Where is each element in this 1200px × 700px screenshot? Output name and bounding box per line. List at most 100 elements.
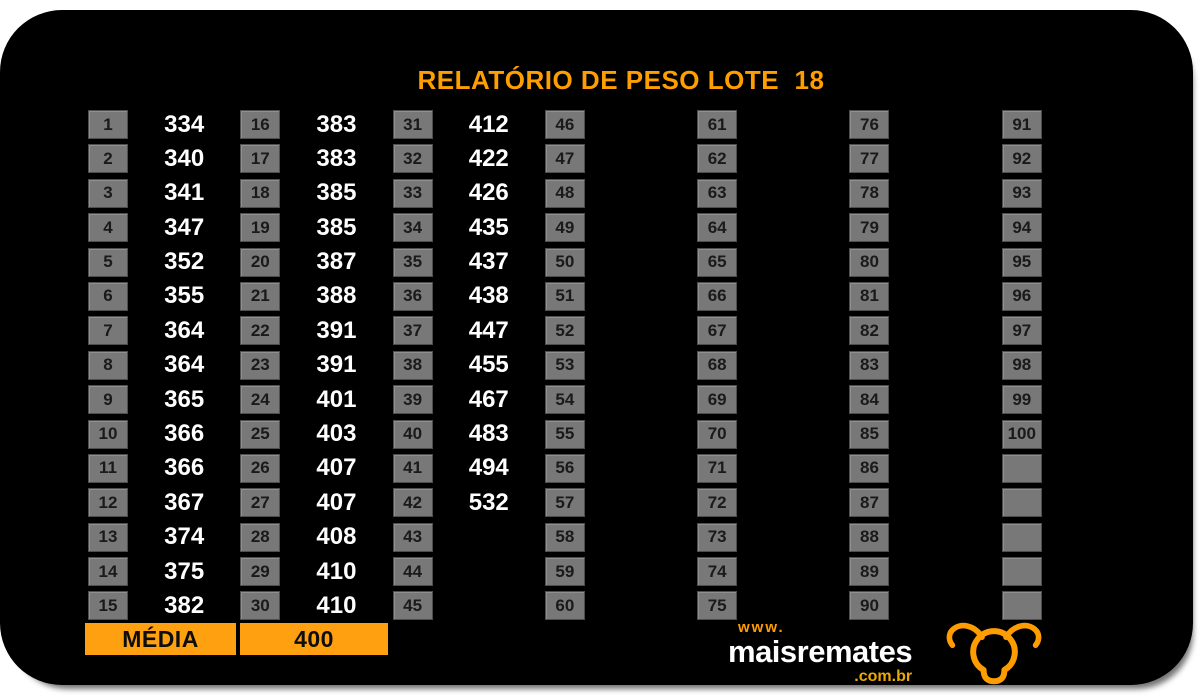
weight-cell [1001, 591, 1154, 621]
weight-value [585, 523, 697, 552]
weight-value [737, 557, 849, 586]
weight-value [889, 144, 1001, 173]
weight-value: 401 [316, 385, 357, 413]
weight-cell: 83 [849, 350, 1001, 380]
weight-value: 366 [164, 420, 205, 448]
weight-cell: 28 408 [240, 522, 392, 552]
weight-value [1042, 420, 1154, 449]
lot-number-badge: 91 [1001, 110, 1042, 139]
weight-value [889, 488, 1001, 517]
lot-number-badge: 76 [849, 110, 890, 139]
weight-cell: 61 [697, 110, 849, 139]
weight-value: 364 [164, 351, 205, 379]
lot-number-badge: 17 [240, 144, 281, 174]
lot-number-badge: 54 [544, 385, 585, 415]
lot-number-badge: 65 [697, 247, 738, 277]
lot-number-badge: 1 [88, 110, 128, 139]
lot-number-badge [1001, 453, 1042, 483]
weight-cell [1001, 488, 1154, 518]
weight-cell: 22 391 [240, 316, 392, 346]
lot-number-badge: 75 [697, 591, 738, 621]
weight-value: 347 [164, 213, 205, 241]
weight-cell: 60 [544, 591, 697, 621]
weight-cell: 30 410 [240, 591, 392, 621]
weight-value [585, 591, 697, 620]
lot-number-badge: 4 [88, 213, 128, 243]
lot-number-badge: 94 [1001, 213, 1042, 243]
weight-value [585, 351, 697, 380]
lot-number-badge: 12 [88, 488, 128, 518]
lot-number-badge: 36 [392, 281, 433, 311]
weight-cell: 92 [1001, 144, 1154, 174]
weight-column: 16 383 17 383 18 385 19 385 20 387 21 388 22 391 23 391… [240, 110, 392, 621]
weight-value: 374 [164, 523, 205, 551]
weight-cell: 84 [849, 385, 1001, 415]
weight-cell: 93 [1001, 178, 1154, 208]
weight-value [889, 523, 1001, 552]
lot-number-badge: 46 [544, 110, 585, 139]
weight-cell: 77 [849, 144, 1001, 174]
summary-row: MÉDIA 400 [85, 623, 388, 655]
weight-cell: 1 334 [88, 110, 240, 139]
weight-value: 407 [316, 488, 357, 516]
lot-number-badge: 57 [544, 488, 585, 518]
weight-cell: 34 435 [392, 213, 545, 243]
weight-cell: 42 532 [392, 488, 545, 518]
weight-value [737, 213, 849, 242]
weight-cell: 48 [544, 178, 697, 208]
lot-number-badge: 39 [392, 385, 433, 415]
weight-value [737, 385, 849, 414]
lot-number-badge: 32 [392, 144, 433, 174]
weight-value [1042, 316, 1154, 345]
weight-cell: 62 [697, 144, 849, 174]
lot-number-badge: 84 [849, 385, 890, 415]
weight-value [889, 179, 1001, 208]
weight-value [889, 248, 1001, 277]
weight-cell: 94 [1001, 213, 1154, 243]
weight-cell: 58 [544, 522, 697, 552]
lot-number-badge: 47 [544, 144, 585, 174]
average-value: 400 [240, 623, 388, 655]
weight-cell: 95 [1001, 247, 1154, 277]
weight-cell: 17 383 [240, 144, 392, 174]
weight-value [585, 557, 697, 586]
weight-value [1042, 557, 1154, 586]
lot-number-badge: 33 [392, 178, 433, 208]
lot-number-badge: 13 [88, 522, 128, 552]
weight-cell: 41 494 [392, 453, 545, 483]
weight-grid: 1 334 2 340 3 341 4 347 5 352 6 355 7 364 8 364 9 365 10 36… [88, 110, 1154, 621]
weight-cell: 64 [697, 213, 849, 243]
weight-column: 31 412 32 422 33 426 34 435 35 437 36 438 37 447 38 455… [392, 110, 545, 621]
weight-cell: 51 [544, 281, 697, 311]
weight-value [889, 282, 1001, 311]
weight-cell: 70 [697, 419, 849, 449]
weight-cell: 59 [544, 557, 697, 587]
lot-number-badge: 42 [392, 488, 433, 518]
lot-number-badge: 77 [849, 144, 890, 174]
weight-cell: 97 [1001, 316, 1154, 346]
lot-number-badge: 28 [240, 522, 281, 552]
weight-cell: 6 355 [88, 281, 240, 311]
weight-cell: 53 [544, 350, 697, 380]
brand-footer: www. maisremates .com.br [728, 620, 913, 685]
lot-number-badge: 85 [849, 419, 890, 449]
weight-cell: 24 401 [240, 385, 392, 415]
weight-value [889, 351, 1001, 380]
weight-cell: 74 [697, 557, 849, 587]
weight-cell [1001, 453, 1154, 483]
lot-number-badge [1001, 522, 1042, 552]
lot-number-badge: 5 [88, 247, 128, 277]
lot-number-badge: 9 [88, 385, 128, 415]
weight-value [1042, 282, 1154, 311]
weight-value [585, 179, 697, 208]
lot-number-badge: 53 [544, 350, 585, 380]
lot-number-badge: 86 [849, 453, 890, 483]
weight-value: 352 [164, 248, 205, 276]
weight-value [889, 316, 1001, 345]
weight-cell: 78 [849, 178, 1001, 208]
weight-cell: 45 [392, 591, 545, 621]
weight-value: 367 [164, 488, 205, 516]
weight-value [585, 385, 697, 414]
lot-number-badge: 45 [392, 591, 433, 621]
weight-value [433, 557, 545, 586]
